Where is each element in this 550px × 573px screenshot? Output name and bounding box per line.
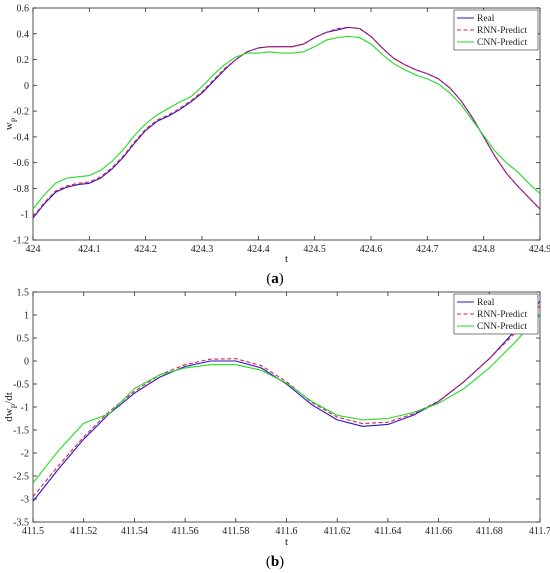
y-axis-label-tail: /dt — [3, 392, 15, 404]
y-tick-label: 0.2 — [17, 55, 30, 66]
y-axis-label-main: w — [3, 122, 15, 130]
y-tick-label: -3 — [21, 495, 29, 506]
caption-b: (b) — [266, 554, 284, 570]
caption-a: (a) — [266, 271, 284, 287]
x-tick-label: 411.62 — [324, 526, 351, 537]
x-tick-label: 411.52 — [70, 526, 97, 537]
y-tick-label: -0.5 — [13, 380, 29, 391]
series-cnn-predict-line — [33, 35, 540, 210]
y-tick-label: -2 — [21, 449, 29, 460]
caption-a-close: ) — [279, 271, 284, 287]
y-tick-label: -1.2 — [13, 236, 29, 247]
y-axis-label: dwP/dt — [3, 392, 19, 422]
y-tick-label: -0.2 — [13, 107, 29, 118]
y-tick-label: -1.5 — [13, 426, 29, 437]
y-axis-label-sub: P — [10, 403, 19, 408]
panel-a: 424 424.1 424.2 424.3 424.4 424.5 424.6 424.7 42… — [3, 4, 550, 266]
x-tick-label: 424.2 — [134, 244, 157, 255]
series-group — [33, 300, 540, 502]
x-tick-label: 424.3 — [191, 244, 214, 255]
legend-label: RNN-Predict — [477, 26, 527, 36]
y-tick-label: 0 — [24, 357, 29, 368]
x-axis-label: t — [285, 536, 288, 548]
x-tick-label: 411.56 — [172, 526, 199, 537]
caption-b-open: ( — [266, 554, 271, 570]
x-tick-label: 424.9 — [529, 244, 550, 255]
y-tick-label: 1 — [24, 311, 29, 322]
y-tick-label: 0.4 — [17, 29, 30, 40]
caption-a-letter: a — [271, 271, 279, 287]
x-tick-label: 411.68 — [476, 526, 503, 537]
series-cnn-predict-line — [33, 314, 540, 484]
x-tick-label: 424.6 — [360, 244, 383, 255]
y-axis-label-sub: P — [10, 117, 19, 122]
series-rnn-predict-line — [33, 26, 540, 218]
y-tick-label: 0.5 — [17, 334, 30, 345]
caption-a-open: ( — [266, 271, 271, 287]
y-axis-label: wP — [3, 117, 19, 130]
y-tick-label: -2.5 — [13, 472, 29, 483]
x-tick-label: 424 — [26, 244, 41, 255]
legend-label: Real — [477, 14, 495, 24]
y-tick-label: -3.5 — [13, 518, 29, 529]
x-tick-label: 411.5 — [22, 526, 44, 537]
legend-label: CNN-Predict — [477, 38, 527, 48]
series-real-line — [33, 26, 540, 219]
y-tick-label: 0.6 — [17, 4, 30, 15]
x-tick-label: 411.66 — [425, 526, 452, 537]
series-group — [33, 26, 540, 219]
legend-box — [453, 293, 539, 335]
y-tick-label: -1 — [21, 210, 29, 221]
y-axis-label-main: dw — [3, 408, 15, 422]
y-tick-label: -0.8 — [13, 184, 29, 195]
x-tick-label: 411.6 — [275, 526, 297, 537]
legend-box — [453, 9, 539, 51]
legend-label: RNN-Predict — [477, 310, 527, 320]
y-tick-label: -1 — [21, 403, 29, 414]
x-tick-label: 411.58 — [222, 526, 249, 537]
legend-label: CNN-Predict — [477, 322, 527, 332]
caption-b-letter: b — [271, 554, 279, 570]
panel-b: 411.5 411.52 411.54 411.56 411.58 411.6 411.62… — [3, 288, 550, 549]
y-tick-label: -0.6 — [13, 158, 29, 169]
x-tick-label: 424.8 — [472, 244, 495, 255]
x-tick-label: 424.5 — [303, 244, 326, 255]
y-tick-label: 1.5 — [17, 288, 30, 299]
x-tick-label: 424.1 — [78, 244, 101, 255]
y-tick-label: -0.4 — [13, 132, 29, 143]
x-tick-label: 411.7 — [529, 526, 550, 537]
caption-b-close: ) — [279, 554, 284, 570]
y-tick-label: 0 — [24, 81, 29, 92]
x-tick-label: 411.54 — [121, 526, 148, 537]
x-tick-label: 424.7 — [416, 244, 439, 255]
x-tick-label: 424.4 — [247, 244, 270, 255]
legend-label: Real — [477, 298, 495, 308]
x-axis-label: t — [285, 253, 288, 265]
x-tick-label: 411.64 — [374, 526, 401, 537]
